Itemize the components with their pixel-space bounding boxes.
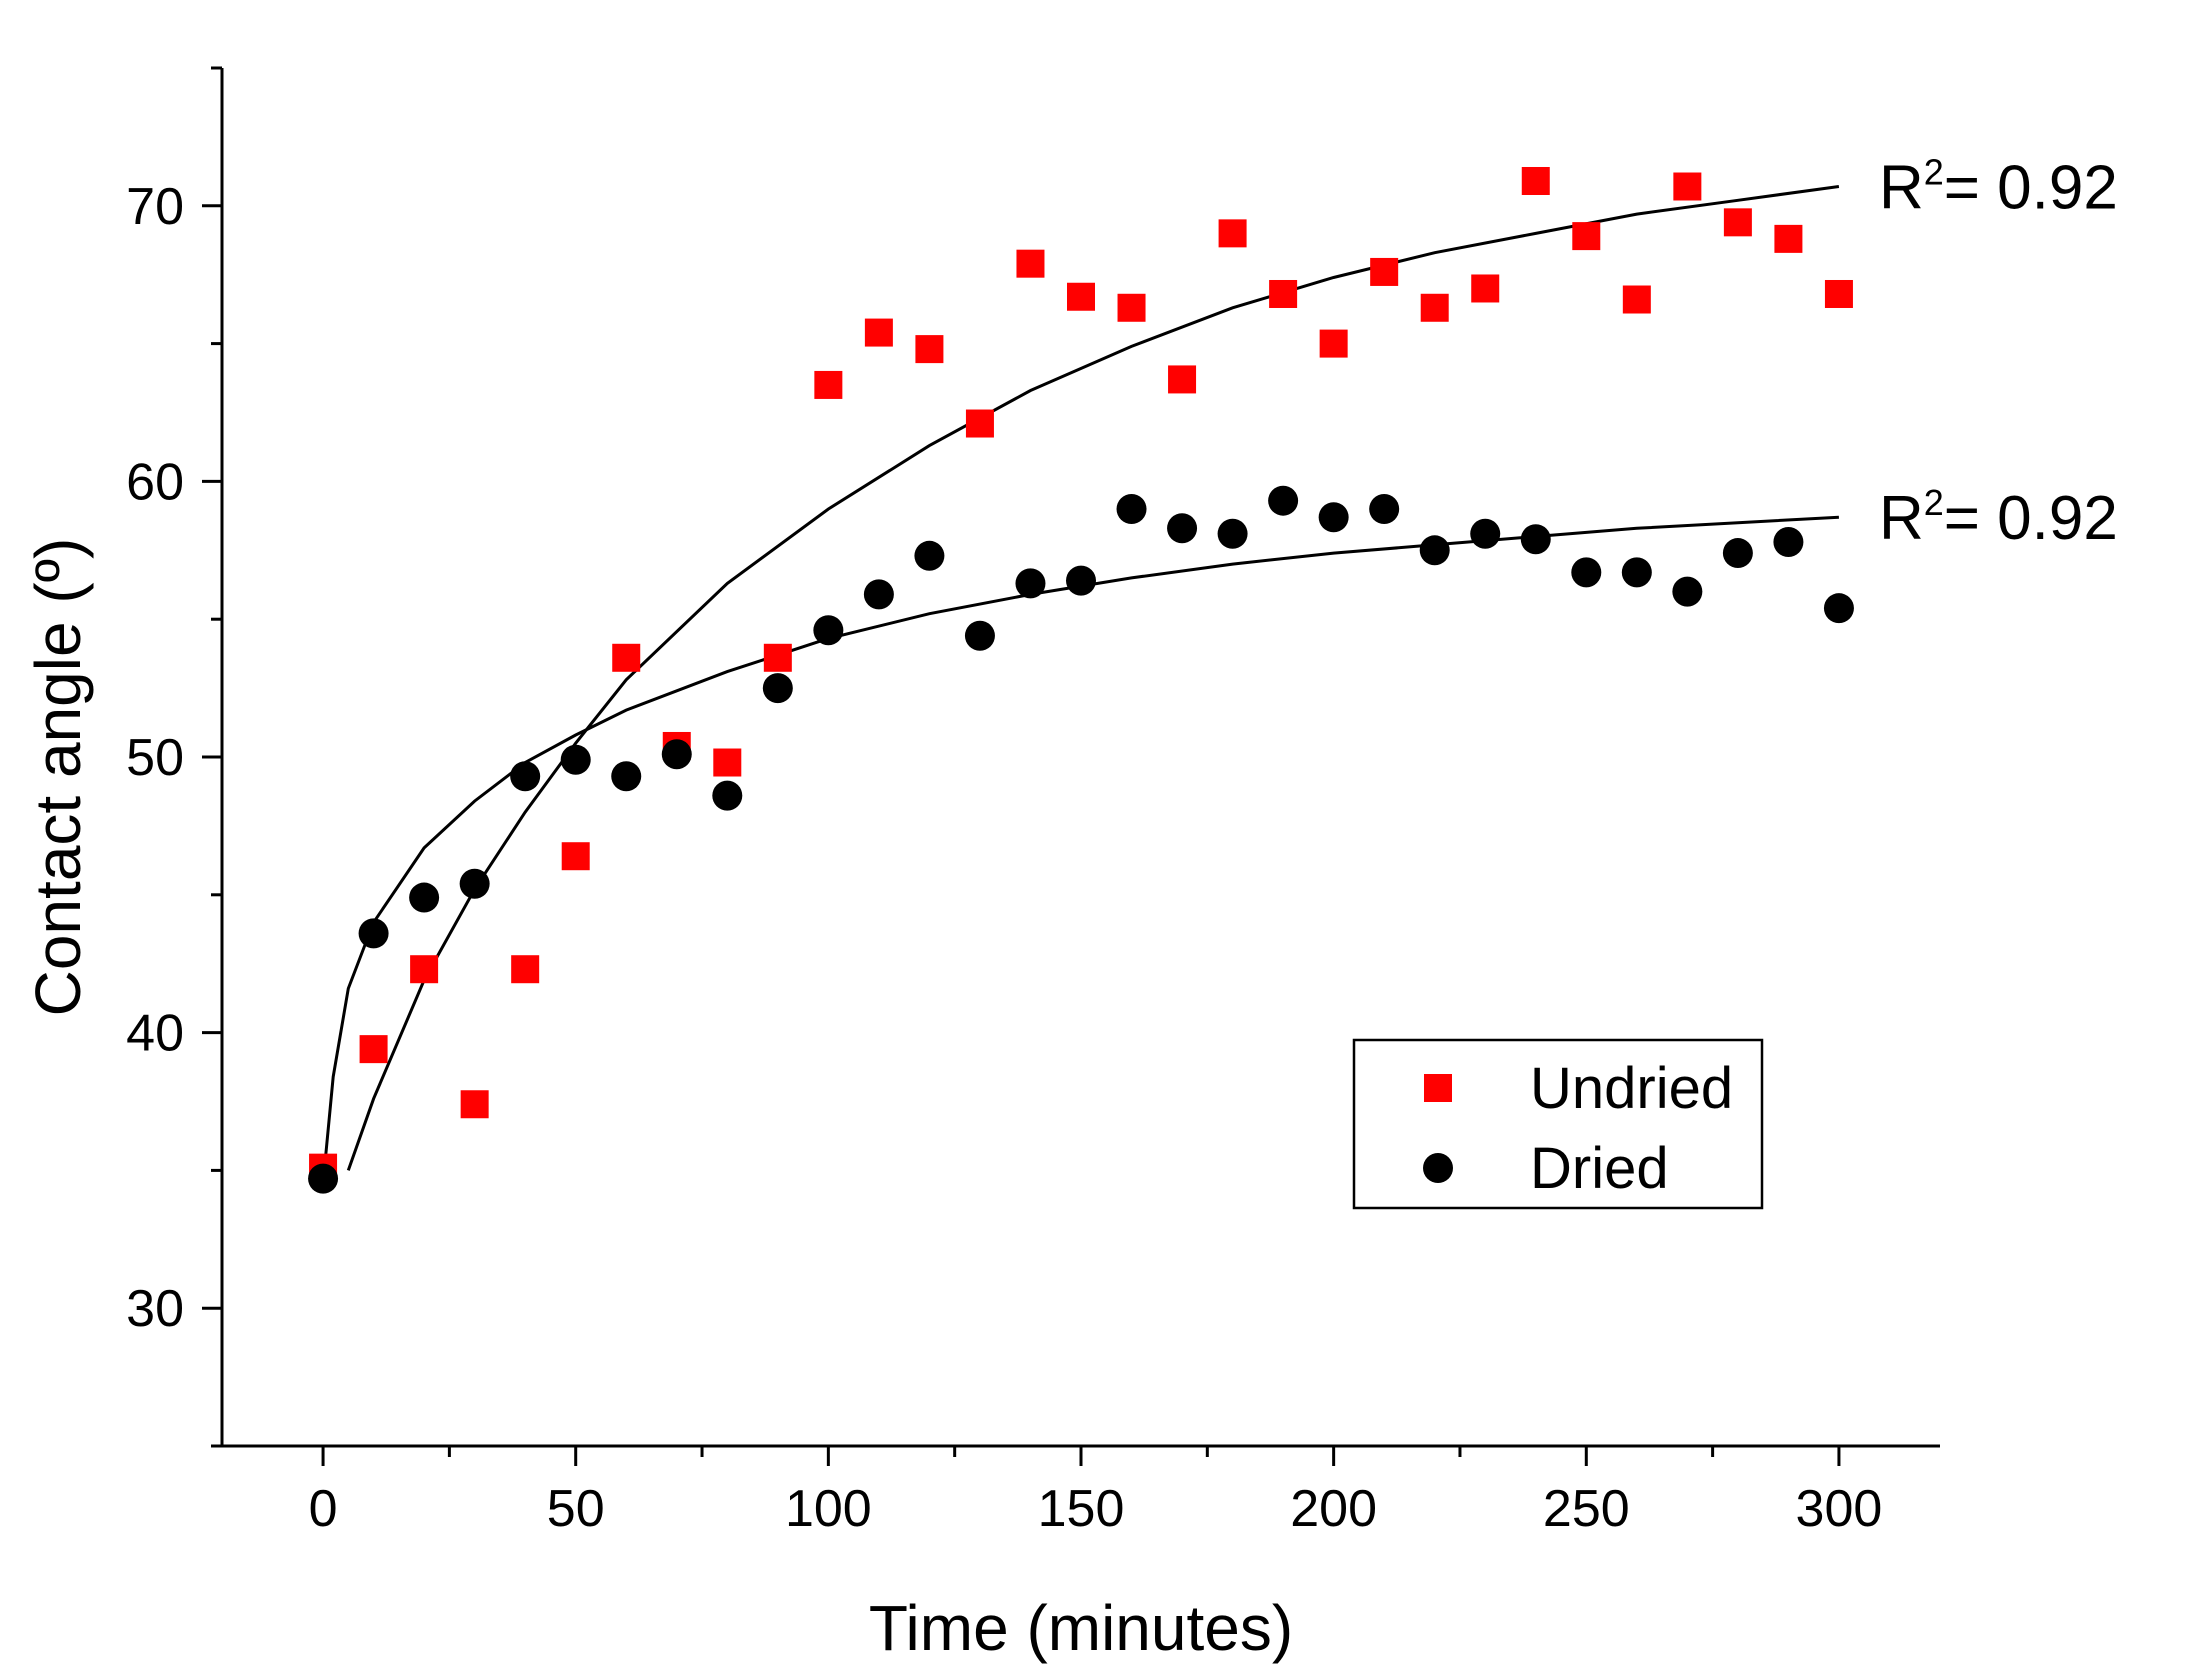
point-dried (308, 1163, 339, 1194)
point-dried (510, 761, 541, 792)
legend-box (1352, 1038, 1764, 1210)
point-undried (410, 955, 439, 984)
point-dried (1318, 502, 1349, 533)
point-undried (1471, 274, 1500, 303)
x-tick-label: 50 (547, 1480, 605, 1538)
point-dried (1369, 493, 1400, 524)
point-undried (1521, 166, 1550, 195)
point-undried (1319, 329, 1348, 358)
x-axis-title: Time (minutes) (869, 1592, 1293, 1664)
point-undried (561, 842, 590, 871)
point-dried (813, 615, 844, 646)
point-dried (560, 744, 591, 775)
y-tick-label: 60 (126, 453, 184, 511)
point-undried (915, 335, 944, 364)
y-tick-label: 70 (126, 178, 184, 236)
legend: Undried Dried (1352, 1038, 1764, 1210)
point-dried (1167, 513, 1198, 544)
point-dried (1672, 576, 1703, 607)
point-dried (409, 882, 440, 913)
point-dried (1066, 565, 1096, 596)
point-undried (965, 409, 994, 438)
point-dried (358, 918, 389, 949)
point-dried (1823, 593, 1854, 624)
legend-label-undried: Undried (1530, 1056, 1733, 1121)
point-undried (1723, 208, 1752, 237)
point-dried (1268, 485, 1299, 516)
point-dried (1470, 518, 1501, 549)
point-dried (1419, 535, 1450, 566)
r-squared-dried: R2= 0.92 (1879, 482, 2118, 553)
plot-axes: 0 50 100 150 200 250 300 30 40 50 60 70 (126, 66, 1940, 1538)
point-undried (511, 955, 540, 984)
point-dried (1015, 568, 1046, 599)
point-undried (1572, 222, 1601, 251)
point-undried (1016, 249, 1045, 278)
point-dried (459, 868, 490, 899)
point-undried (1067, 282, 1095, 311)
point-dried (1773, 527, 1804, 558)
point-undried (359, 1035, 388, 1064)
y-tick-label: 40 (126, 1005, 184, 1063)
legend-marker-dried (1423, 1153, 1453, 1183)
point-undried (763, 643, 792, 672)
y-tick-label: 30 (126, 1280, 184, 1338)
x-tick-label: 300 (1796, 1480, 1883, 1538)
point-dried (762, 673, 793, 704)
markers (308, 166, 1854, 1194)
point-undried (1774, 224, 1803, 253)
point-dried (1217, 518, 1248, 549)
r-squared-undried: R2= 0.92 (1879, 152, 2118, 223)
point-undried (1168, 365, 1197, 394)
legend-marker-undried (1424, 1074, 1452, 1102)
fit-line-undried (346, 185, 1840, 1171)
point-undried (1824, 279, 1853, 308)
point-dried (964, 620, 995, 651)
point-undried (1117, 293, 1146, 322)
point-undried (612, 643, 641, 672)
point-undried (1370, 257, 1399, 286)
x-tick-label: 150 (1038, 1480, 1125, 1538)
y-axis-title: Contact angle (º) (22, 538, 94, 1017)
point-undried (1269, 279, 1298, 308)
x-tick-label: 0 (309, 1480, 338, 1538)
point-dried (1520, 524, 1551, 555)
point-dried (1722, 538, 1753, 569)
point-dried (1571, 557, 1602, 588)
point-dried (1621, 557, 1652, 588)
point-dried (661, 739, 692, 770)
point-undried (864, 318, 893, 347)
y-tick-label: 50 (126, 729, 184, 787)
legend-label-dried: Dried (1530, 1136, 1669, 1201)
x-tick-label: 100 (785, 1480, 872, 1538)
point-undried (1622, 285, 1651, 314)
x-tick-label: 200 (1290, 1480, 1377, 1538)
axis-titles: Time (minutes) Contact angle (º) (22, 538, 1293, 1664)
point-dried (1116, 493, 1147, 524)
point-dried (712, 780, 743, 811)
point-dried (863, 579, 894, 610)
x-tick-label: 250 (1543, 1480, 1630, 1538)
point-undried (814, 370, 843, 399)
point-undried (1420, 293, 1449, 322)
annotations: R2= 0.92 R2= 0.92 (1879, 152, 2118, 554)
fit-lines (324, 185, 1840, 1171)
point-undried (713, 748, 742, 777)
point-undried (1218, 219, 1247, 248)
point-undried (1673, 172, 1702, 201)
point-undried (460, 1090, 489, 1119)
point-dried (914, 540, 945, 571)
point-dried (611, 761, 642, 792)
